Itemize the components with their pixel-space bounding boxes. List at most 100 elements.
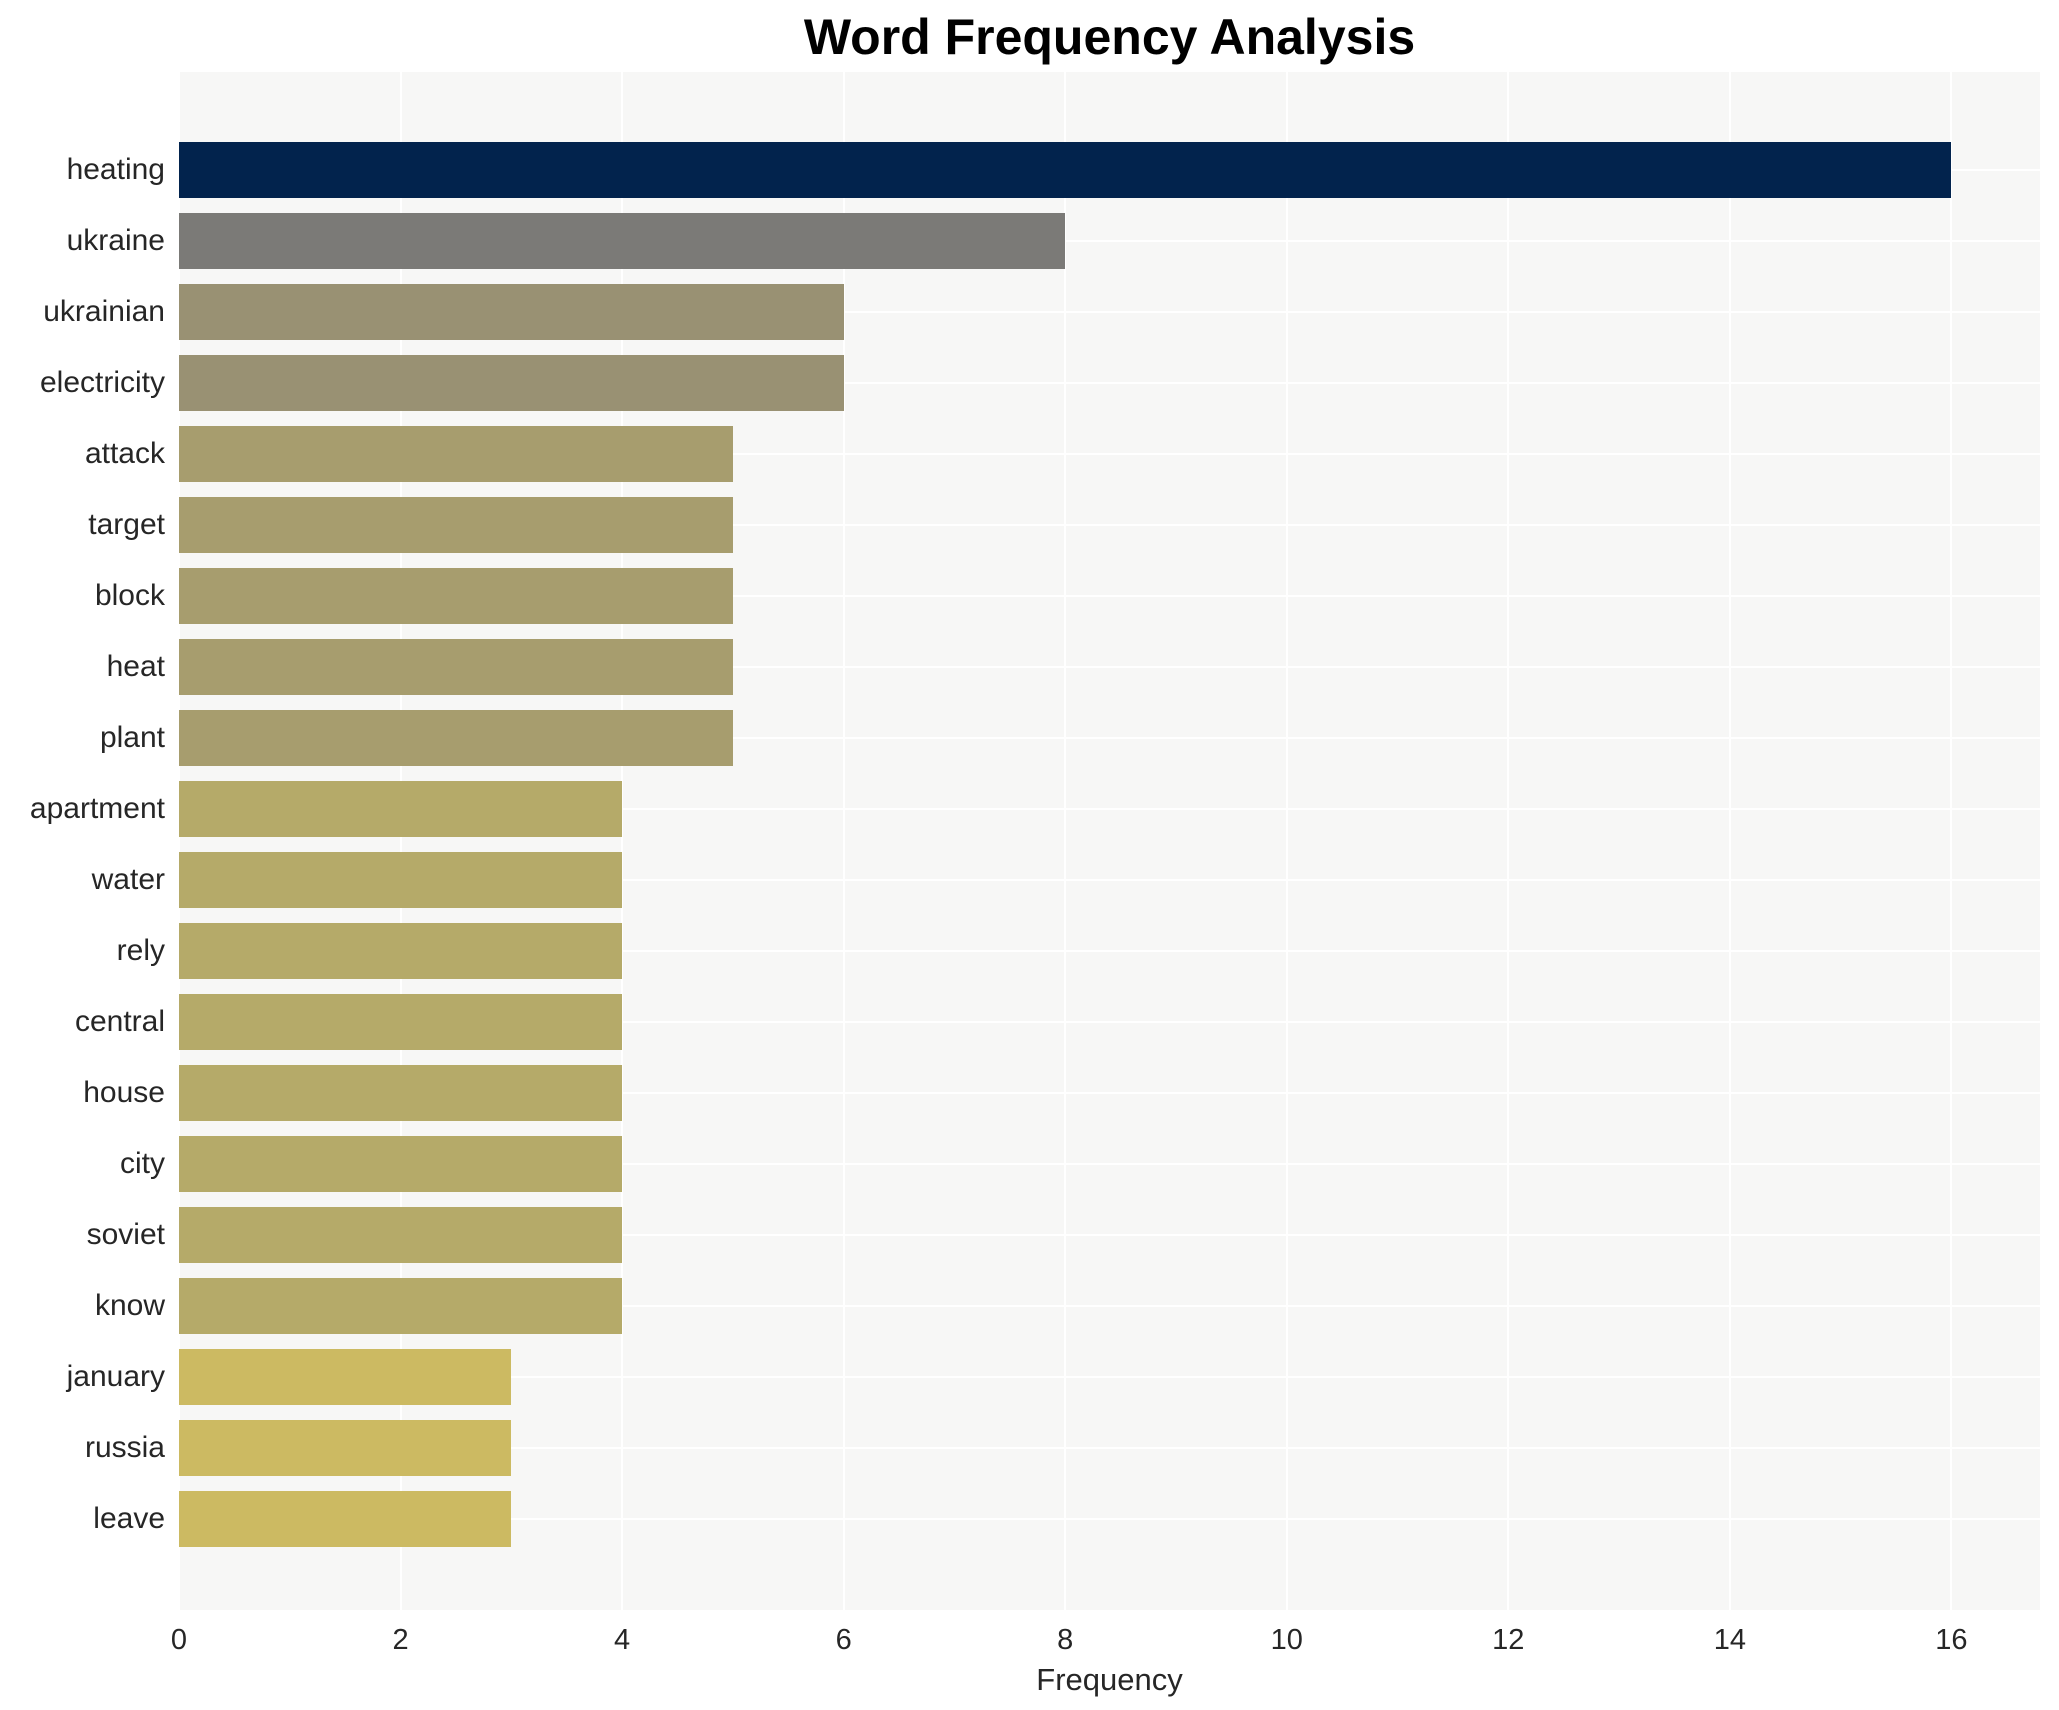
category-label: heat <box>106 649 165 683</box>
gridline-horizontal <box>179 594 2040 597</box>
gridline-vertical <box>1507 72 1510 1610</box>
gridline-horizontal <box>179 736 2040 739</box>
category-label: soviet <box>86 1217 165 1251</box>
gridline-vertical <box>1950 72 1953 1610</box>
frequency-bar <box>179 1419 512 1476</box>
gridline-horizontal <box>179 1304 2040 1307</box>
frequency-bar <box>179 212 1066 269</box>
bar-row: block <box>95 560 2040 631</box>
category-label: electricity <box>39 365 165 399</box>
gridline-horizontal <box>179 452 2040 455</box>
bar-row: water <box>92 844 2040 915</box>
bar-row: apartment <box>30 773 2040 844</box>
frequency-bar <box>179 1490 512 1547</box>
gridline-horizontal <box>179 1233 2040 1236</box>
frequency-bar <box>179 851 623 908</box>
x-axis-label: Frequency <box>1036 1662 1183 1697</box>
x-tick-label: 4 <box>614 1624 631 1656</box>
gridline-horizontal <box>179 878 2040 881</box>
frequency-bar <box>179 567 733 624</box>
gridline-horizontal <box>179 1020 2040 1023</box>
gridline-horizontal <box>179 949 2040 952</box>
gridline-horizontal <box>179 1091 2040 1094</box>
bar-row: city <box>120 1128 2040 1199</box>
category-label: house <box>83 1075 165 1109</box>
category-label: know <box>94 1288 165 1322</box>
category-label: ukrainian <box>43 294 165 328</box>
gridline-horizontal <box>179 1446 2040 1449</box>
bar-row: target <box>88 489 2040 560</box>
frequency-bar <box>179 1064 623 1121</box>
bar-row: know <box>95 1270 2040 1341</box>
category-label: rely <box>116 933 165 967</box>
category-label: water <box>91 862 165 896</box>
bar-rows: heating ukraine ukrainian electricity attack… <box>30 134 2040 1554</box>
gridline-horizontal <box>179 1162 2040 1165</box>
x-tick-label: 0 <box>170 1624 188 1656</box>
gridline-horizontal <box>179 1517 2040 1520</box>
frequency-bar <box>179 1348 512 1405</box>
bar-row: heating <box>67 134 2040 205</box>
category-label: block <box>94 578 165 612</box>
category-label: leave <box>93 1501 165 1535</box>
gridline-vertical <box>178 72 180 1610</box>
gridline-horizontal <box>179 1375 2040 1378</box>
frequency-bar <box>179 141 1952 198</box>
gridline-horizontal <box>179 665 2040 668</box>
x-tick-label: 16 <box>1935 1624 1968 1656</box>
frequency-bar <box>179 354 844 411</box>
frequency-bar <box>179 780 623 837</box>
bar-row: central <box>75 986 2040 1057</box>
gridline-vertical <box>1285 72 1288 1610</box>
chart-title: Word Frequency Analysis <box>803 9 1416 65</box>
gridline-vertical <box>621 72 624 1610</box>
gridline-horizontal <box>179 807 2040 810</box>
bar-row: house <box>83 1057 2040 1128</box>
bar-row: electricity <box>40 347 2040 418</box>
frequency-bar <box>179 496 733 553</box>
x-axis-ticks: 0 2 4 6 8 10 12 14 16 <box>171 1624 2040 1664</box>
gridline-vertical <box>1064 72 1067 1610</box>
frequency-bar <box>179 993 623 1050</box>
category-label: january <box>66 1359 165 1393</box>
category-label: heating <box>66 152 165 186</box>
category-label: central <box>74 1004 165 1038</box>
frequency-bar <box>179 425 733 482</box>
category-label: russia <box>84 1430 165 1464</box>
category-label: plant <box>99 720 165 754</box>
x-tick-label: 14 <box>1713 1624 1746 1656</box>
frequency-bar <box>179 1135 623 1192</box>
frequency-bar <box>179 283 844 340</box>
x-tick-label: 2 <box>392 1624 409 1656</box>
bar-row: leave <box>93 1483 2040 1554</box>
x-tick-label: 10 <box>1270 1624 1303 1656</box>
category-label: target <box>88 507 165 541</box>
gridline-horizontal <box>179 381 2040 384</box>
gridline-horizontal <box>179 239 2040 242</box>
gridline-horizontal <box>179 523 2040 526</box>
frequency-bar <box>179 709 733 766</box>
bar-row: plant <box>100 702 2040 773</box>
x-tick-label: 6 <box>835 1624 852 1656</box>
gridline-vertical <box>399 72 402 1610</box>
bar-row: rely <box>117 915 2040 986</box>
bar-row: soviet <box>87 1199 2040 1270</box>
category-label: attack <box>84 436 165 470</box>
bar-row: heat <box>107 631 2040 702</box>
frequency-bar <box>179 922 623 979</box>
category-label: ukraine <box>66 223 165 257</box>
x-tick-label: 12 <box>1492 1624 1525 1656</box>
category-label: apartment <box>29 791 165 825</box>
frequency-bar <box>179 638 733 695</box>
gridline-vertical <box>842 72 845 1610</box>
frequency-bar <box>179 1206 623 1263</box>
bar-row: russia <box>85 1412 2040 1483</box>
gridline-vertical <box>1728 72 1731 1610</box>
bar-row: ukraine <box>67 205 2040 276</box>
bar-row: attack <box>85 418 2040 489</box>
x-tick-label: 8 <box>1057 1624 1074 1656</box>
category-label: city <box>120 1146 165 1180</box>
gridline-horizontal <box>179 310 2040 313</box>
frequency-bar <box>179 1277 623 1334</box>
